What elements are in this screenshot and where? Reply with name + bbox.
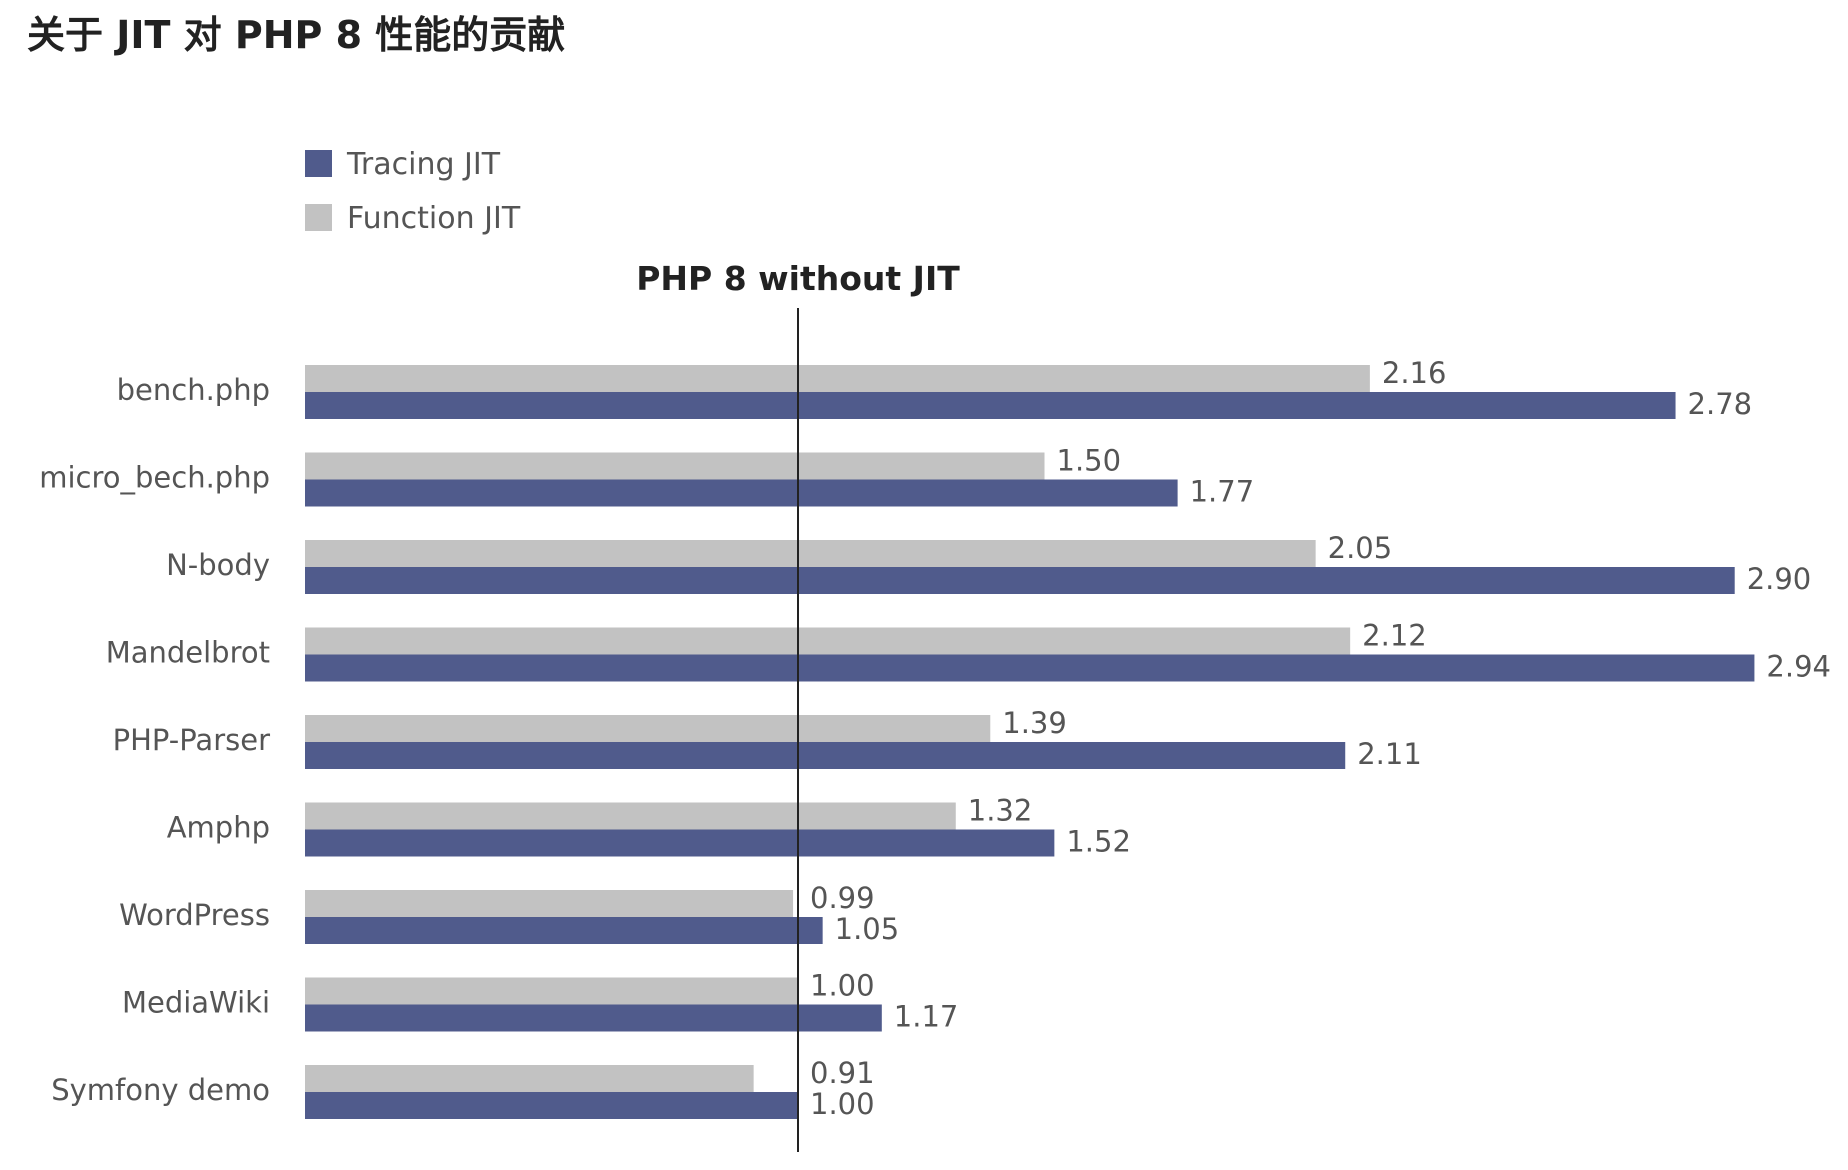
value-label-function-jit-mediawiki: 1.00 <box>810 969 875 1003</box>
legend-swatch-function-jit <box>305 204 332 231</box>
category-label-symfony-demo: Symfony demo <box>51 1073 270 1107</box>
value-label-function-jit-bench-php: 2.16 <box>1382 356 1447 390</box>
value-label-tracing-jit-wordpress: 1.05 <box>835 912 900 946</box>
category-label-mandelbrot: Mandelbrot <box>106 636 270 670</box>
value-label-tracing-jit-mediawiki: 1.17 <box>894 1000 959 1034</box>
value-label-function-jit-symfony-demo: 0.91 <box>810 1056 875 1090</box>
bar-tracing-jit-mandelbrot <box>305 654 1755 682</box>
category-label-bench-php: bench.php <box>117 373 270 407</box>
bar-tracing-jit-micro-bech-php <box>305 479 1178 507</box>
bars-group: bench.php 2.16 2.78 micro_bech.php 1.50 1.77 N… <box>39 356 1831 1121</box>
bar-tracing-jit-wordpress <box>305 917 823 944</box>
bar-tracing-jit-amphp <box>305 829 1055 857</box>
bar-tracing-jit-php-parser <box>305 742 1346 769</box>
legend: Tracing JIT Function JIT <box>305 147 521 236</box>
value-label-tracing-jit-bench-php: 2.78 <box>1688 387 1753 421</box>
chart-title: 关于 JIT 对 PHP 8 性能的贡献 <box>27 13 566 57</box>
legend-label-function-jit: Function JIT <box>347 201 521 236</box>
value-label-tracing-jit-n-body: 2.90 <box>1747 562 1812 596</box>
value-label-function-jit-amphp: 1.32 <box>968 794 1033 828</box>
category-label-wordpress: WordPress <box>119 898 270 932</box>
value-label-tracing-jit-symfony-demo: 1.00 <box>810 1087 875 1121</box>
bar-tracing-jit-bench-php <box>305 392 1676 419</box>
value-label-function-jit-php-parser: 1.39 <box>1002 706 1067 740</box>
bar-function-jit-bench-php <box>305 365 1370 392</box>
bar-function-jit-n-body <box>305 540 1316 567</box>
bar-function-jit-php-parser <box>305 715 991 742</box>
category-label-mediawiki: MediaWiki <box>122 986 270 1020</box>
bar-function-jit-symfony-demo <box>305 1065 754 1092</box>
category-label-php-parser: PHP-Parser <box>113 723 270 757</box>
bar-tracing-jit-n-body <box>305 567 1735 594</box>
bar-function-jit-mediawiki <box>305 977 798 1005</box>
value-label-function-jit-n-body: 2.05 <box>1328 531 1393 565</box>
bar-function-jit-wordpress <box>305 890 794 917</box>
legend-label-tracing-jit: Tracing JIT <box>346 147 501 182</box>
reference-line-label: PHP 8 without JIT <box>636 259 960 298</box>
category-label-n-body: N-body <box>166 548 270 582</box>
legend-swatch-tracing-jit <box>305 150 332 177</box>
reference-line-group: PHP 8 without JIT <box>636 259 960 1152</box>
value-label-tracing-jit-micro-bech-php: 1.77 <box>1190 475 1255 509</box>
value-label-tracing-jit-amphp: 1.52 <box>1066 825 1131 859</box>
category-label-amphp: Amphp <box>167 811 270 845</box>
value-label-tracing-jit-php-parser: 2.11 <box>1357 737 1422 771</box>
bar-function-jit-micro-bech-php <box>305 452 1045 480</box>
bar-function-jit-amphp <box>305 802 956 830</box>
value-label-function-jit-mandelbrot: 2.12 <box>1362 619 1427 653</box>
bar-tracing-jit-mediawiki <box>305 1004 882 1032</box>
value-label-function-jit-micro-bech-php: 1.50 <box>1057 444 1122 478</box>
bar-function-jit-mandelbrot <box>305 627 1351 655</box>
category-label-micro-bech-php: micro_bech.php <box>39 461 270 495</box>
value-label-function-jit-wordpress: 0.99 <box>810 881 875 915</box>
value-label-tracing-jit-mandelbrot: 2.94 <box>1766 650 1831 684</box>
bar-tracing-jit-symfony-demo <box>305 1092 798 1119</box>
